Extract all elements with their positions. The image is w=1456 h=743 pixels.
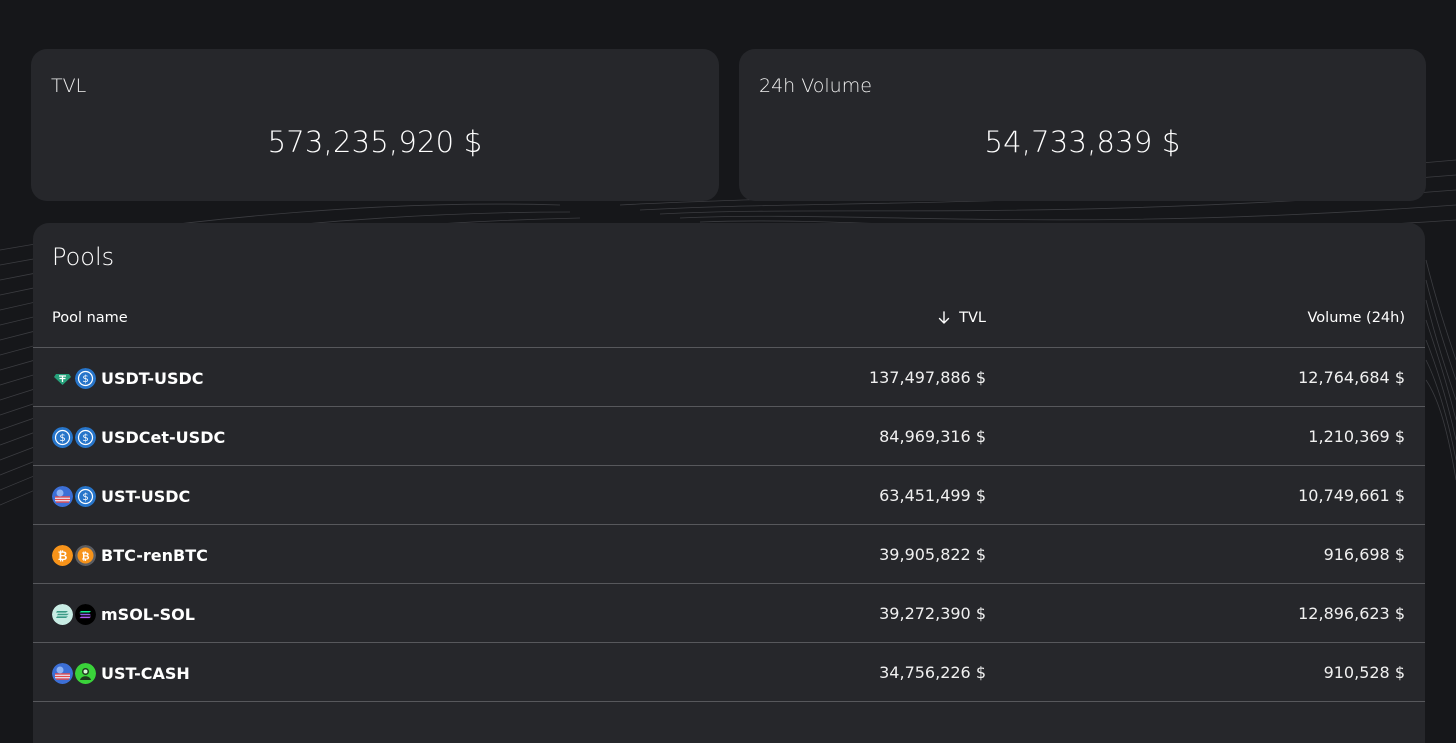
usdt-icon — [52, 367, 73, 389]
cash-icon — [75, 662, 96, 684]
pools-table-body: $ USDT-USDC 137,497,886 $ 12,764,684 $ $… — [33, 348, 1425, 702]
pool-name[interactable]: UST-CASH — [101, 663, 190, 683]
tvl-card-value: 573,235,920 $ — [267, 125, 483, 159]
pool-name[interactable]: BTC-renBTC — [101, 545, 208, 565]
pool-volume: 12,764,684 $ — [1298, 368, 1405, 387]
pool-name-cell: UST-CASH — [52, 662, 190, 684]
pool-volume: 1,210,369 $ — [1308, 427, 1405, 446]
btc-icon: ₿ — [52, 544, 73, 566]
table-row[interactable]: mSOL-SOL 39,272,390 $ 12,896,623 $ — [33, 584, 1425, 643]
pools-table-card: Pools Pool name TVL Volume (24h) $ — [33, 223, 1425, 743]
pool-tvl: 137,497,886 $ — [868, 368, 986, 387]
pool-tvl: 84,969,316 $ — [879, 427, 986, 446]
volume-card-value: 54,733,839 $ — [984, 125, 1181, 159]
pool-volume: 12,896,623 $ — [1298, 604, 1405, 623]
usdc-icon: $ — [75, 485, 96, 507]
volume-card: 24h Volume 54,733,839 $ — [739, 49, 1426, 201]
table-row[interactable]: $ USDT-USDC 137,497,886 $ 12,764,684 $ — [33, 348, 1425, 407]
svg-text:$: $ — [82, 374, 88, 385]
table-row[interactable]: $ $ USDCet-USDC 84,969,316 $ 1,210,369 $ — [33, 407, 1425, 466]
pool-name-cell: $ $ USDCet-USDC — [52, 426, 225, 448]
pool-volume: 910,528 $ — [1323, 663, 1405, 682]
pools-table-header: Pool name TVL Volume (24h) — [33, 293, 1425, 348]
svg-text:$: $ — [82, 433, 88, 444]
pool-volume: 916,698 $ — [1323, 545, 1405, 564]
pool-name[interactable]: mSOL-SOL — [101, 604, 195, 624]
column-header-tvl[interactable]: TVL — [937, 310, 986, 326]
usdc-icon: $ — [75, 426, 96, 448]
pool-tvl: 39,905,822 $ — [879, 545, 986, 564]
pool-name[interactable]: USDCet-USDC — [101, 427, 226, 447]
pool-name-cell: $ UST-USDC — [52, 485, 190, 507]
msol-icon — [52, 603, 73, 625]
tvl-card: TVL 573,235,920 $ — [31, 49, 719, 201]
ust-icon — [52, 662, 73, 684]
pool-volume: 10,749,661 $ — [1298, 486, 1405, 505]
pool-name-cell: ₿ ₿ BTC-renBTC — [52, 544, 208, 566]
arrow-down-icon — [938, 311, 950, 324]
table-row[interactable]: $ UST-USDC 63,451,499 $ 10,749,661 $ — [33, 466, 1425, 525]
volume-card-title: 24h Volume — [759, 75, 872, 97]
tvl-card-title: TVL — [51, 75, 87, 97]
usdc-icon: $ — [75, 367, 96, 389]
column-header-pool-name[interactable]: Pool name — [52, 310, 128, 326]
svg-text:$: $ — [59, 433, 65, 444]
svg-text:₿: ₿ — [81, 550, 89, 562]
sol-icon — [75, 603, 96, 625]
column-header-tvl-label: TVL — [959, 310, 986, 326]
pool-name[interactable]: UST-USDC — [101, 486, 191, 506]
pool-name-cell: mSOL-SOL — [52, 603, 195, 625]
pool-tvl: 39,272,390 $ — [879, 604, 986, 623]
svg-text:₿: ₿ — [58, 549, 68, 563]
pool-tvl: 34,756,226 $ — [879, 663, 986, 682]
pool-name[interactable]: USDT-USDC — [101, 368, 204, 388]
table-row[interactable]: ₿ ₿ BTC-renBTC 39,905,822 $ 916,698 $ — [33, 525, 1425, 584]
svg-text:$: $ — [82, 492, 88, 503]
usdc-icon: $ — [52, 426, 73, 448]
table-row[interactable]: UST-CASH 34,756,226 $ 910,528 $ — [33, 643, 1425, 702]
pools-title: Pools — [52, 243, 115, 271]
renbtc-icon: ₿ — [75, 544, 96, 566]
ust-icon — [52, 485, 73, 507]
pool-name-cell: $ USDT-USDC — [52, 367, 204, 389]
column-header-volume[interactable]: Volume (24h) — [1307, 310, 1406, 326]
pool-tvl: 63,451,499 $ — [879, 486, 986, 505]
